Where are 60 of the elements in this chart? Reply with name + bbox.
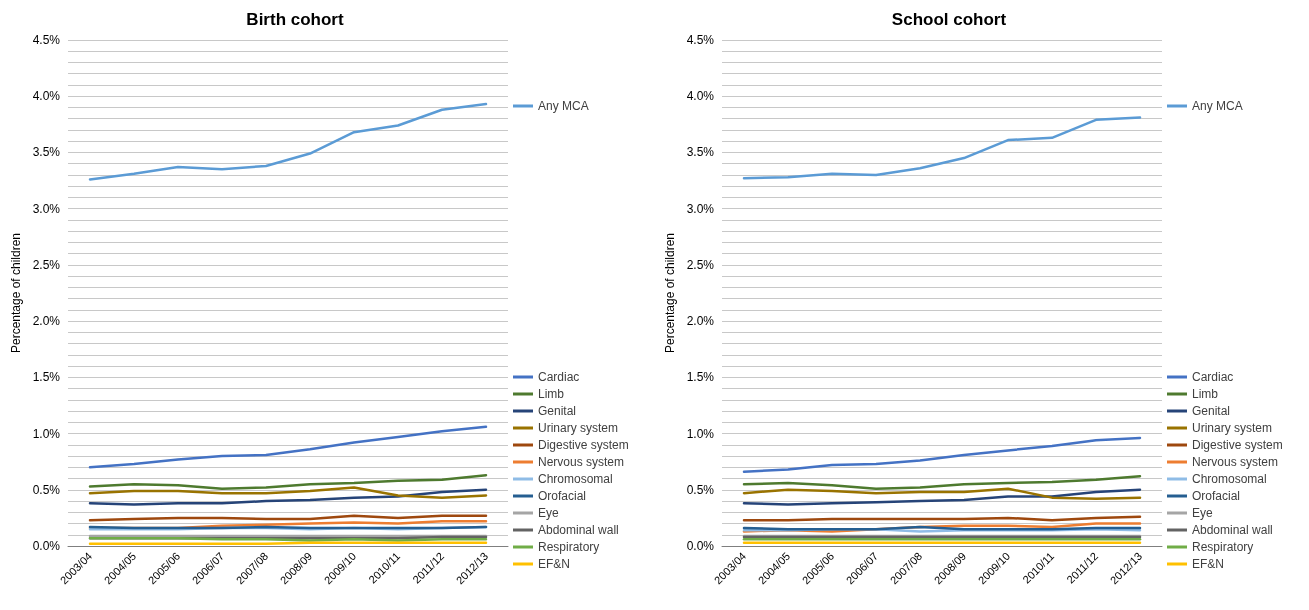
legend-label: Genital — [1192, 404, 1231, 418]
y-tick-label: 2.5% — [32, 257, 61, 272]
y-tick-label: 1.0% — [32, 426, 61, 441]
legend-label: EF&N — [1192, 557, 1225, 571]
line-series — [742, 475, 1142, 490]
legend-label: Urinary system — [1192, 421, 1273, 435]
legend-label: Digestive system — [538, 438, 629, 452]
legend-label: Cardiac — [1192, 370, 1234, 384]
y-tick-label: 4.0% — [32, 89, 61, 104]
legend-label: Eye — [1192, 506, 1213, 520]
legend-label: Abdominal wall — [538, 523, 619, 537]
y-tick-label: 1.5% — [32, 370, 61, 385]
y-tick-label: 3.5% — [686, 145, 715, 160]
legend-label: Chromosomal — [1192, 472, 1267, 486]
line-series — [88, 488, 488, 506]
y-tick-label: 2.0% — [686, 314, 715, 329]
legend-label: Urinary system — [538, 421, 619, 435]
chart-title: Birth cohort — [246, 10, 344, 29]
legend-label: Chromosomal — [538, 472, 613, 486]
y-tick-label: 1.0% — [686, 426, 715, 441]
legend-label: Any MCA — [1192, 99, 1243, 113]
line-series — [88, 102, 488, 181]
legend-label: Nervous system — [538, 455, 625, 469]
line-series — [742, 487, 1142, 501]
legend-label: Respiratory — [538, 540, 600, 554]
legend-label: Limb — [538, 387, 565, 401]
legend-label: Eye — [538, 506, 559, 520]
line-series — [88, 486, 488, 499]
y-tick-label: 4.5% — [32, 33, 61, 47]
y-tick-label: 2.0% — [32, 314, 61, 329]
legend-label: Limb — [1192, 387, 1219, 401]
line-series — [742, 436, 1142, 474]
y-tick-label: 4.0% — [686, 89, 715, 104]
y-tick-label: 1.5% — [686, 370, 715, 385]
y-tick-label: 0.5% — [686, 482, 715, 497]
y-tick-label: 4.5% — [686, 33, 715, 47]
line-series — [742, 116, 1142, 180]
legend-label: Genital — [538, 404, 577, 418]
y-tick-label: 0.0% — [32, 539, 61, 553]
y-axis-title: Percentage of children — [662, 232, 677, 354]
y-tick-label: 0.0% — [686, 539, 715, 553]
y-tick-label: 3.5% — [32, 145, 61, 160]
y-tick-label: 3.0% — [686, 201, 715, 216]
legend-label: Nervous system — [1192, 455, 1279, 469]
line-series — [742, 488, 1142, 506]
legend-label: Orofacial — [1192, 489, 1241, 503]
legend-label: Abdominal wall — [1192, 523, 1273, 537]
y-tick-label: 0.5% — [32, 482, 61, 497]
legend-label: Cardiac — [538, 370, 580, 384]
legend-label: Any MCA — [538, 99, 589, 113]
legend-label: Respiratory — [1192, 540, 1254, 554]
y-axis-title: Percentage of children — [8, 232, 23, 354]
line-series — [88, 473, 488, 490]
legend-label: EF&N — [538, 557, 571, 571]
y-tick-label: 3.0% — [32, 201, 61, 216]
line-series — [88, 425, 488, 469]
y-tick-label: 2.5% — [686, 257, 715, 272]
chart-title: School cohort — [891, 10, 1007, 29]
legend-label: Digestive system — [1192, 438, 1283, 452]
legend-label: Orofacial — [538, 489, 587, 503]
